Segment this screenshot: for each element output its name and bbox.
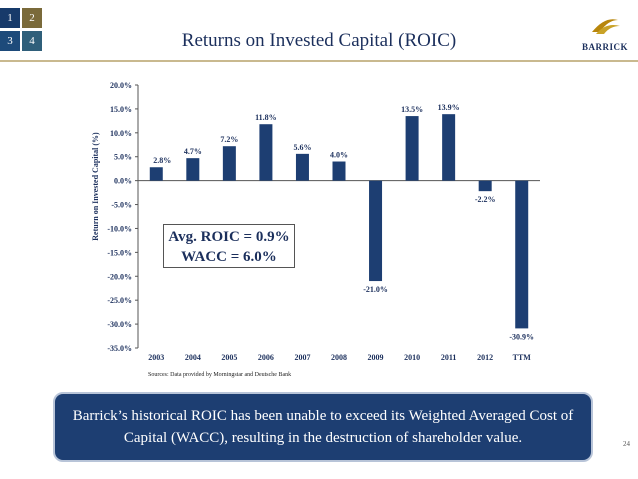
nav-tile-1[interactable]: 1 <box>0 8 20 28</box>
bar-2007 <box>295 153 309 181</box>
bar-2008 <box>332 161 346 181</box>
y-tick-label: -35.0% <box>107 344 132 353</box>
data-label-2004: 4.7% <box>184 147 202 156</box>
y-tick-label: 5.0% <box>114 153 132 162</box>
y-tick-label: -5.0% <box>111 201 132 210</box>
nav-tile-4[interactable]: 4 <box>22 31 42 51</box>
x-category-label: 2008 <box>331 353 347 362</box>
nav-tile-2[interactable]: 2 <box>22 8 42 28</box>
barrick-logo: BARRICK <box>578 12 632 52</box>
y-tick-label: 0.0% <box>114 177 132 186</box>
x-category-label: 2007 <box>294 353 310 362</box>
roic-bar-chart: Return on Invested Capital (%) 20.0% 15.0… <box>91 81 540 362</box>
bar-2004 <box>186 158 200 181</box>
y-tick-label: -10.0% <box>107 224 132 233</box>
data-label-2009: -21.0% <box>363 285 388 294</box>
x-category-label: TTM <box>513 353 532 362</box>
data-label-2011: 13.9% <box>438 103 460 112</box>
logo-mark-icon <box>592 19 620 34</box>
title-divider <box>0 60 638 62</box>
bar-2012 <box>478 180 492 192</box>
x-category-label: 2006 <box>258 353 274 362</box>
data-label-2007: 5.6% <box>293 143 311 152</box>
bar-2009 <box>369 180 383 282</box>
x-category-label: 2012 <box>477 353 493 362</box>
avg-roic-text: Avg. ROIC = 0.9% <box>168 229 290 245</box>
data-label-2012: -2.2% <box>475 195 496 204</box>
y-tick-label: 15.0% <box>110 105 132 114</box>
x-category-label: 2010 <box>404 353 420 362</box>
data-label-ttm: -30.9% <box>509 332 534 341</box>
y-tick-label: -15.0% <box>107 248 132 257</box>
callout-text: Barrick’s historical ROIC has been unabl… <box>72 408 574 446</box>
data-label-2006: 11.8% <box>255 113 277 122</box>
wacc-text: WACC = 6.0% <box>181 249 277 265</box>
source-note: Sources: Data provided by Morningstar an… <box>148 372 292 378</box>
data-label-2003: 2.8% <box>153 156 171 165</box>
y-axis-title: Return on Invested Capital (%) <box>91 132 100 241</box>
conclusion-callout: Barrick’s historical ROIC has been unabl… <box>53 392 593 462</box>
x-category-label: 2009 <box>368 353 384 362</box>
y-tick-label: -20.0% <box>107 272 132 281</box>
x-category-label: 2004 <box>185 353 201 362</box>
y-tick-label: 20.0% <box>110 81 132 90</box>
bar-ttm <box>515 180 529 329</box>
bar-2005 <box>222 146 236 181</box>
x-category-label: 2005 <box>221 353 237 362</box>
bar-2010 <box>405 116 419 181</box>
bar-2006 <box>259 124 273 181</box>
x-category-label: 2011 <box>441 353 457 362</box>
y-tick-label: -30.0% <box>107 320 132 329</box>
y-tick-label: -25.0% <box>107 296 132 305</box>
y-tick-label: 10.0% <box>110 129 132 138</box>
bar-2011 <box>442 114 456 181</box>
data-label-2010: 13.5% <box>401 105 423 114</box>
slide-title: Returns on Invested Capital (ROIC) <box>181 30 457 51</box>
bar-2003 <box>149 167 163 181</box>
logo-text: BARRICK <box>581 42 628 52</box>
data-label-2008: 4.0% <box>330 151 348 160</box>
page-number: 24 <box>623 440 630 448</box>
average-roic-annotation: Avg. ROIC = 0.9% WACC = 6.0% <box>163 224 295 268</box>
x-category-label: 2003 <box>148 353 164 362</box>
nav-tile-3[interactable]: 3 <box>0 31 20 51</box>
data-label-2005: 7.2% <box>220 135 238 144</box>
